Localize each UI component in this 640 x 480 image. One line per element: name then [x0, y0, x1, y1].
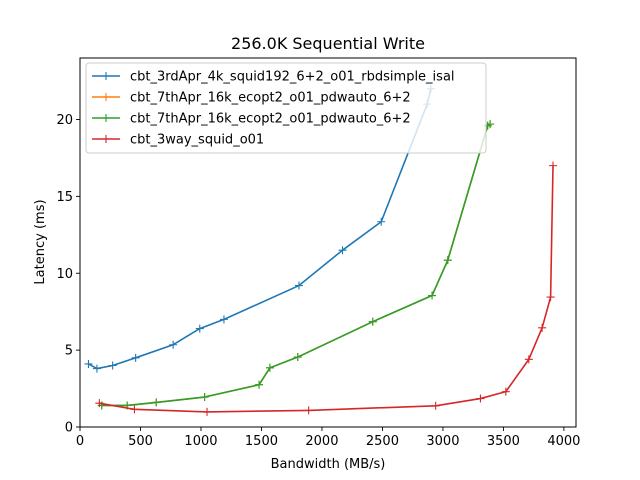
x-tick-label-7: 3500: [487, 434, 520, 449]
series-3-point-4: [431, 401, 440, 410]
legend-entry-1: cbt_7thApr_16k_ecopt2_o01_pdwauto_6+2: [92, 91, 411, 106]
series-2-point-9: [443, 256, 452, 265]
series-0-point-5: [195, 324, 204, 333]
series-line-2: [101, 123, 491, 407]
series-0-point-3: [131, 353, 140, 362]
series-line-1: [101, 123, 491, 407]
x-axis-label: Bandwidth (MB/s): [271, 457, 386, 472]
x-tick-label-2: 1000: [184, 434, 217, 449]
legend-entry-2: cbt_7thApr_16k_ecopt2_o01_pdwauto_6+2: [92, 112, 411, 127]
series-0-point-6: [219, 315, 228, 324]
series-0-point-0: [84, 359, 93, 368]
x-tick-label-4: 2000: [305, 434, 338, 449]
y-tick-label-4: 20: [56, 113, 73, 128]
series-2-point-6: [293, 353, 302, 362]
legend-marker-1: [102, 93, 110, 101]
x-tick-label-0: 0: [76, 434, 84, 449]
series-2: [97, 120, 495, 410]
series-3-point-5: [476, 394, 485, 403]
series-0-point-2: [108, 361, 117, 370]
x-axis-ticks: 0 500 1000 1500 2000 2500 3000 3500 4000: [76, 427, 580, 449]
series-3-point-1: [130, 405, 139, 414]
series-0-point-4: [169, 340, 178, 349]
x-tick-label-8: 4000: [547, 434, 580, 449]
x-tick-label-1: 500: [128, 434, 153, 449]
series-3-point-2: [203, 407, 212, 416]
series-3-point-7: [524, 355, 533, 364]
series-line-3: [99, 165, 554, 413]
series-2-point-4: [255, 380, 264, 389]
series-2-point-2: [152, 398, 161, 407]
x-tick-label-3: 1500: [245, 434, 278, 449]
x-tick-label-5: 2500: [366, 434, 399, 449]
series-3-point-10: [549, 161, 558, 170]
legend-box: [85, 62, 487, 154]
legend-label-0: cbt_3rdApr_4k_squid192_6+2_o01_rbdsimple…: [130, 70, 455, 85]
legend-marker-2: [102, 114, 110, 122]
legend-entry-3: cbt_3way_squid_o01: [92, 133, 264, 148]
y-tick-label-1: 5: [65, 344, 73, 359]
series-2-point-11: [486, 120, 495, 129]
y-tick-label-0: 0: [65, 421, 73, 436]
series-0-point-7: [294, 281, 303, 290]
legend-entry-0: cbt_3rdApr_4k_squid192_6+2_o01_rbdsimple…: [92, 70, 455, 85]
series-2-point-8: [428, 291, 437, 300]
series-3-point-6: [501, 387, 510, 396]
y-tick-label-3: 15: [56, 190, 73, 205]
legend-label-1: cbt_7thApr_16k_ecopt2_o01_pdwauto_6+2: [130, 91, 411, 106]
series-3-point-9: [546, 293, 555, 302]
chart-title: 256.0K Sequential Write: [231, 34, 425, 53]
legend-label-2: cbt_7thApr_16k_ecopt2_o01_pdwauto_6+2: [130, 112, 411, 127]
series-1: [97, 120, 495, 410]
x-tick-label-6: 3000: [426, 434, 459, 449]
series-0-point-8: [338, 246, 347, 255]
series-2-point-5: [265, 363, 274, 372]
series-2-point-7: [368, 317, 377, 326]
series-0-point-9: [377, 217, 386, 226]
series-2-point-3: [200, 393, 209, 402]
y-axis-label: Latency (ms): [33, 199, 48, 284]
plot-frame: [79, 57, 577, 428]
series-3-point-3: [304, 406, 313, 415]
legend-label-3: cbt_3way_squid_o01: [130, 133, 264, 148]
y-tick-label-2: 10: [56, 267, 73, 282]
series-3: [95, 161, 558, 416]
legend: cbt_3rdApr_4k_squid192_6+2_o01_rbdsimple…: [85, 62, 487, 154]
series-0-point-1: [92, 364, 101, 373]
series-3-point-8: [538, 323, 547, 332]
series-3-point-0: [95, 399, 104, 408]
y-axis-ticks: 0 5 10 15 20: [56, 113, 80, 436]
legend-marker-3: [102, 135, 110, 143]
legend-marker-0: [102, 72, 110, 80]
